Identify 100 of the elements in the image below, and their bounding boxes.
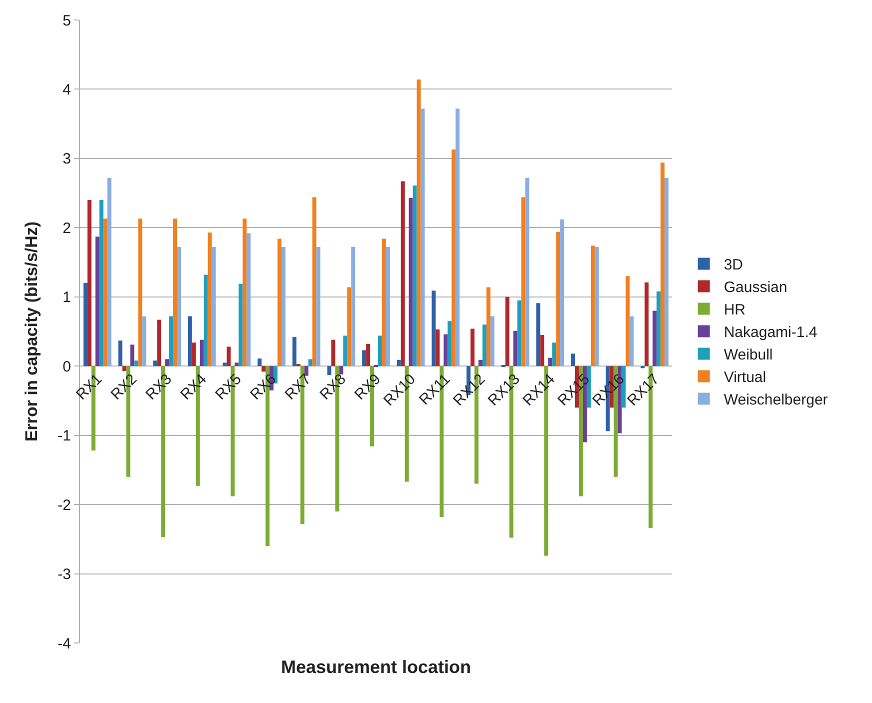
bar [664,178,669,366]
x-tick-label: RX3 [142,370,176,404]
bar [122,366,126,371]
y-tick-label: 4 [62,81,71,98]
bar [626,276,630,366]
bar [103,218,108,366]
bar [188,316,192,366]
bar [246,233,251,366]
bar [432,290,436,366]
bar [242,218,247,366]
bar [138,218,142,366]
legend-label: 3D [724,256,744,274]
bar [478,360,482,366]
bar [281,247,286,366]
bar [192,342,196,366]
bar [134,360,138,366]
x-tick-label: RX8 [316,370,350,404]
bar [594,247,599,366]
bar [347,287,352,366]
bar [208,232,212,366]
y-axis-title: Error in capacity (bits/s/Hz) [22,221,42,442]
bar [420,108,425,366]
bar [556,232,560,366]
x-axis-title: Measurement location [281,657,472,677]
bar [400,181,405,366]
bar [416,80,421,366]
bar [200,340,204,366]
bar [308,359,312,366]
x-tick-label: RX6 [247,370,280,404]
bar [292,337,296,366]
bar [536,303,540,366]
bar [339,366,344,374]
y-tick-label: 5 [62,12,71,30]
bar [262,366,266,372]
bar [571,354,575,366]
bar [548,358,552,366]
bar [412,185,417,366]
bar [517,300,522,366]
bar [204,274,208,366]
bar [362,350,366,366]
bar [386,247,390,366]
bar [173,218,178,366]
bar [222,362,227,366]
legend-label: Virtual [724,369,766,386]
y-tick-label: 2 [62,220,71,237]
bar [486,287,490,366]
bar [83,283,88,366]
bar [378,336,382,366]
bar [513,330,518,366]
bar [366,344,370,366]
bar [552,342,556,366]
bar [234,362,239,366]
bar [652,310,657,366]
y-tick-label: 3 [62,150,71,168]
bar [590,246,595,366]
bar [586,366,591,408]
bar [99,200,104,366]
y-tick-label: -4 [58,635,71,652]
bar [118,340,122,366]
bar [560,219,564,366]
bar [540,334,544,366]
bar [408,198,413,366]
bar [482,324,486,366]
legend-label: Weibull [724,346,773,364]
bar [177,247,181,366]
bar [452,149,456,366]
x-tick-label: RX4 [177,370,210,404]
bar [169,316,174,366]
x-tick-label: RX1 [72,370,106,404]
bar [396,360,401,366]
bar [312,197,316,366]
bar [436,329,440,366]
bar [258,358,262,366]
bar [448,321,452,366]
bar [660,162,665,366]
bar [142,316,146,366]
legend-label: Weischelberger [724,392,828,409]
bar [278,238,282,366]
bar [490,316,494,366]
y-tick-label: 0 [62,358,71,376]
bar [238,284,243,366]
bar [444,334,448,366]
legend-label: HR [724,302,746,319]
bar [165,359,170,366]
y-tick-label: 1 [62,289,71,306]
legend-label: Nakagami-1.4 [724,324,818,342]
y-tick-label: -2 [58,496,71,514]
bar [644,282,649,366]
bar [107,178,112,366]
x-tick-label: RX9 [351,370,384,404]
bar [470,328,474,366]
legend-label: Gaussian [724,279,788,296]
bar [153,360,158,366]
bar [656,291,661,366]
bar [316,247,320,366]
bar [382,238,386,366]
bar [630,316,634,366]
bar [157,320,162,366]
y-tick-label: -1 [58,428,71,445]
bar [331,340,336,366]
